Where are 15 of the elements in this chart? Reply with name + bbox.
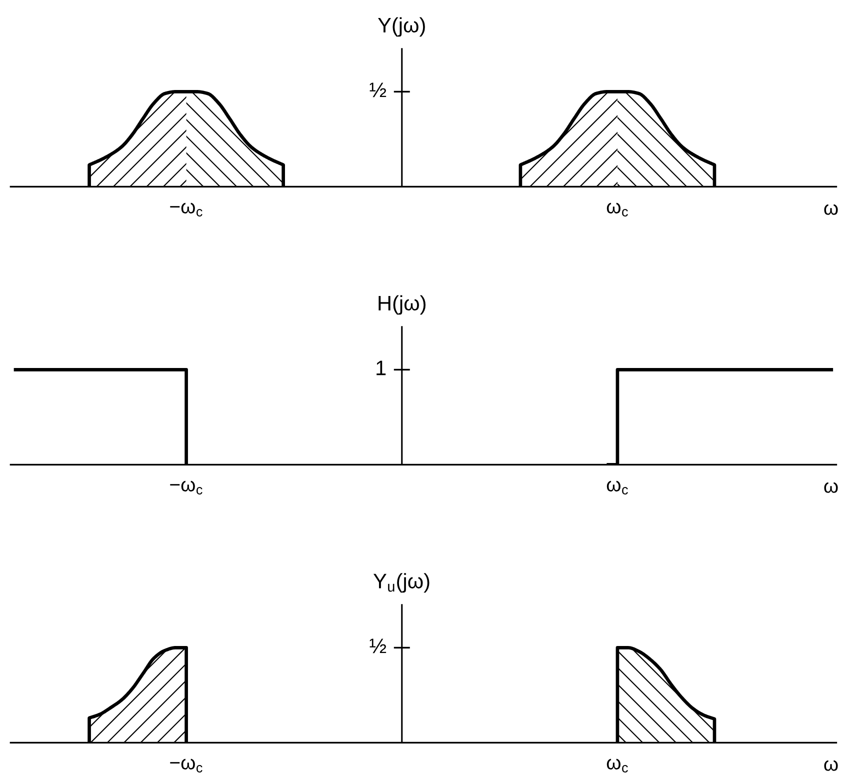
y-axis-title: Y(jω) [378, 17, 425, 37]
x-axis-title: ω [824, 204, 838, 215]
annotation: ½ [370, 82, 386, 98]
x-tick-label: ω$_{c}$ [606, 202, 628, 216]
x-axis-title: ω [824, 760, 838, 771]
y-axis-title: H(jω) [378, 295, 426, 315]
x-tick-label: −ω$_{c}$ [170, 480, 202, 494]
annotation: 1 [376, 360, 386, 376]
annotation: ½ [370, 638, 386, 654]
x-tick-label: −ω$_{c}$ [170, 758, 202, 772]
x-tick-label: ω$_{c}$ [606, 480, 628, 494]
y-axis-title: Y$_{u}$(jω) [373, 573, 430, 593]
x-tick-label: ω$_{c}$ [606, 758, 628, 772]
x-tick-label: −ω$_{c}$ [170, 202, 202, 216]
x-axis-title: ω [824, 482, 838, 493]
